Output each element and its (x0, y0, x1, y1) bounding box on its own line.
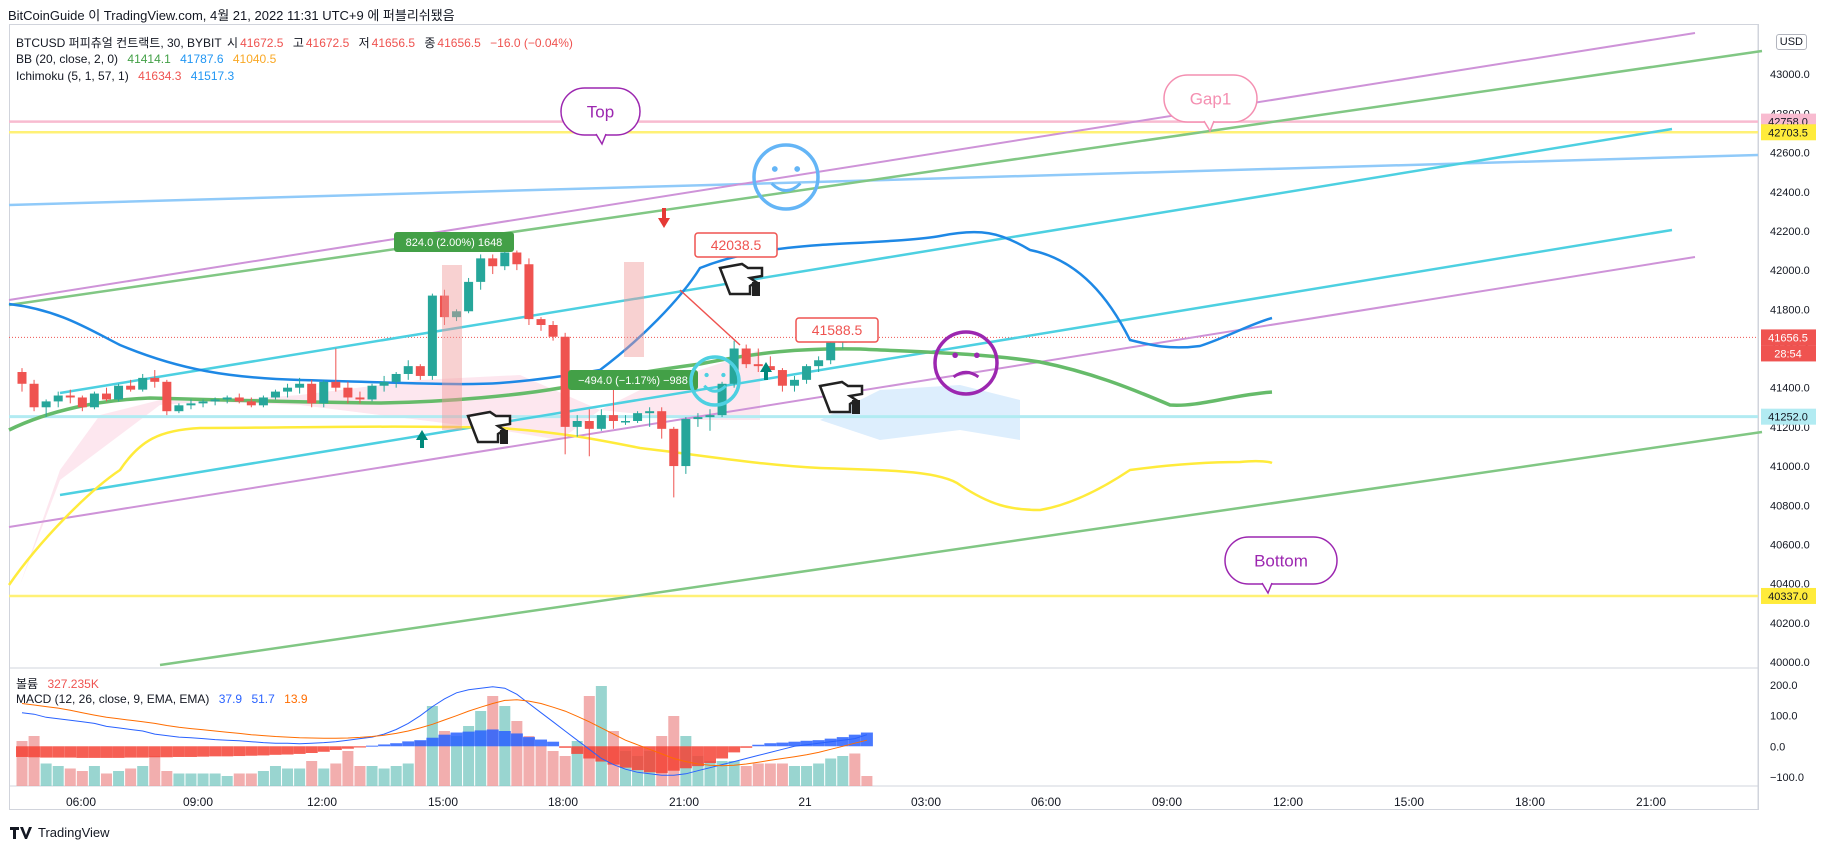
legend-o-label: 시 (227, 36, 239, 50)
y-tick-label: 40200.0 (1770, 618, 1810, 630)
price-axis-label: 40337.0 (1768, 591, 1808, 603)
legend-symbol-row: BTCUSD 퍼피츄얼 컨트랙트, 30, BYBIT 시 41672.5 고 41… (16, 34, 575, 51)
price-axis-label-bg (1761, 587, 1816, 604)
macd-tick-label: 200.0 (1770, 680, 1798, 692)
y-tick-label: 41800.0 (1770, 304, 1810, 316)
legend-volume-value: 327.235K (47, 677, 99, 691)
price-axis-label: 42758.0 (1768, 117, 1808, 129)
y-tick-label: 42800.0 (1770, 108, 1810, 120)
y-tick-label: 42400.0 (1770, 187, 1810, 199)
legend-symbol[interactable]: BTCUSD 퍼피츄얼 컨트랙트, 30, BYBIT (16, 36, 222, 50)
legend-volume-row[interactable]: 볼륨 327.235K (16, 675, 101, 692)
legend-macd-label: MACD (12, 26, close, 9, EMA, EMA) (16, 692, 210, 706)
footer-brand[interactable]: TradingView (38, 825, 110, 840)
y-tick-label: 40400.0 (1770, 579, 1810, 591)
price-axis-label-bg (1761, 329, 1816, 346)
y-tick-label: 42000.0 (1770, 265, 1810, 277)
y-tick-label: 40600.0 (1770, 539, 1810, 551)
price-axis-label-bg (1761, 408, 1816, 425)
y-tick-label: 41400.0 (1770, 383, 1810, 395)
y-tick-label: 40800.0 (1770, 500, 1810, 512)
legend-open: 41672.5 (240, 36, 284, 50)
legend-ichimoku-row[interactable]: Ichimoku (5, 1, 57, 1) 41634.3 41517.3 (16, 69, 236, 83)
legend-macd-hist: 13.9 (284, 692, 308, 706)
footer: TradingView (10, 825, 110, 840)
legend-volume-label: 볼륨 (16, 677, 39, 691)
legend-macd-signal: 51.7 (251, 692, 275, 706)
y-tick-label: 41600.0 (1770, 344, 1810, 356)
legend-high: 41672.5 (305, 36, 350, 50)
legend-l-label: 저 (358, 36, 370, 50)
y-tick-label: 40000.0 (1770, 657, 1810, 669)
countdown-bg (1761, 345, 1816, 362)
price-axis-label-bg (1761, 124, 1816, 141)
macd-tick-label: 100.0 (1770, 711, 1798, 723)
legend-bb-row[interactable]: BB (20, close, 2, 0) 41414.1 41787.6 410… (16, 52, 278, 66)
legend-bb-upper: 41787.6 (180, 52, 224, 66)
macd-tick-label: 0.0 (1770, 741, 1785, 753)
chart-attribution: BitCoinGuide 이 TradingView.com, 4월 21, 2… (8, 8, 455, 23)
currency-badge[interactable]: USD (1775, 34, 1807, 50)
y-tick-label: 41200.0 (1770, 422, 1810, 434)
legend-bb-basis: 41414.1 (127, 52, 171, 66)
price-axis-label-bg (1761, 113, 1816, 130)
legend-c-label: 종 (424, 36, 436, 50)
legend-bb-label: BB (20, close, 2, 0) (16, 52, 119, 66)
countdown-label: 28:54 (1774, 348, 1802, 360)
legend-bb-lower: 41040.5 (232, 52, 277, 66)
legend-change: −16.0 (−0.04%) (490, 36, 573, 50)
macd-tick-label: −100.0 (1770, 772, 1804, 784)
legend-low: 41656.5 (371, 36, 416, 50)
y-tick-label: 41000.0 (1770, 461, 1810, 473)
legend-ichimoku-label: Ichimoku (5, 1, 57, 1) (16, 69, 129, 83)
legend-macd-line: 37.9 (218, 692, 243, 706)
y-tick-label: 42200.0 (1770, 226, 1810, 238)
legend-close: 41656.5 (437, 36, 481, 50)
legend-ichimoku-b: 41517.3 (190, 69, 235, 83)
legend-h-label: 고 (292, 36, 304, 50)
y-tick-label: 42600.0 (1770, 148, 1810, 160)
price-axis-label: 42703.5 (1768, 127, 1808, 139)
y-tick-label: 43000.0 (1770, 69, 1810, 81)
legend-ichimoku-a: 41634.3 (138, 69, 182, 83)
legend-macd-row[interactable]: MACD (12, 26, close, 9, EMA, EMA) 37.9 5… (16, 692, 310, 706)
price-axis-label: 41656.5 (1768, 332, 1808, 344)
price-axis-label: 41252.0 (1768, 412, 1808, 424)
tradingview-logo-icon (10, 826, 32, 839)
